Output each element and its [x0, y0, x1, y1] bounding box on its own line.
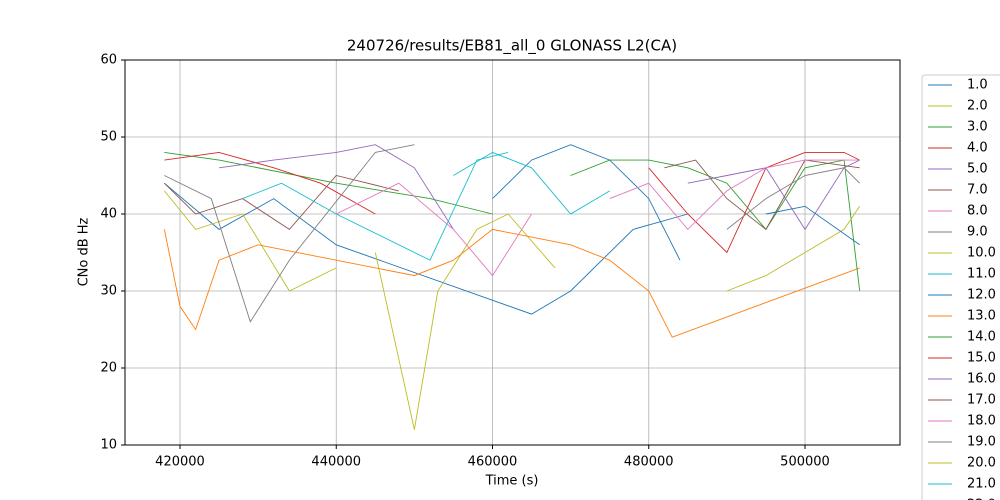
legend-box — [921, 74, 1000, 500]
legend-label: 4.0 — [967, 141, 988, 156]
legend-label: 22.0 — [967, 498, 996, 500]
series-line — [218, 144, 454, 230]
series-line — [726, 167, 861, 230]
y-axis-label: CNo dB Hz — [77, 217, 92, 286]
legend-label: 18.0 — [967, 414, 996, 429]
legend-label: 14.0 — [967, 330, 996, 345]
legend-label: 20.0 — [967, 456, 996, 471]
series-line — [164, 182, 688, 315]
legend-label: 5.0 — [967, 162, 988, 177]
legend-label: 12.0 — [967, 288, 996, 303]
y-tick-label: 30 — [100, 284, 117, 299]
x-tick-label: 460000 — [468, 455, 518, 470]
ticks: 420000 440000 460000 480000 500000 10 20 30 40 50… — [100, 53, 829, 470]
series-line — [687, 159, 860, 231]
plot-frame — [124, 59, 901, 446]
legend-label: 9.0 — [967, 225, 988, 240]
x-tick-label: 500000 — [780, 455, 830, 470]
series-line — [336, 182, 532, 277]
x-tick-label: 420000 — [155, 455, 205, 470]
y-tick-label: 20 — [100, 361, 117, 376]
legend-label: 8.0 — [967, 204, 988, 219]
series-line — [164, 151, 376, 215]
series-line — [164, 174, 399, 230]
series-line — [164, 190, 337, 292]
legend-label: 1.0 — [967, 78, 988, 93]
series-line — [726, 206, 861, 292]
series-line — [164, 151, 493, 215]
series-line — [453, 151, 610, 215]
legend-label: 15.0 — [967, 351, 996, 366]
x-tick-label: 440000 — [311, 455, 361, 470]
legend-label: 10.0 — [967, 246, 996, 261]
legend-label: 13.0 — [967, 309, 996, 324]
series-line — [492, 144, 681, 261]
series-line — [164, 144, 415, 323]
series-line — [609, 159, 860, 231]
x-tick-label: 480000 — [624, 455, 674, 470]
legend-label: 16.0 — [967, 372, 996, 387]
y-tick-label: 50 — [100, 130, 117, 145]
legend-label: 3.0 — [967, 120, 988, 135]
legend-label: 11.0 — [967, 267, 996, 282]
legend-label: 19.0 — [967, 435, 996, 450]
series-line — [163, 228, 860, 338]
plot-lines — [163, 144, 861, 430]
legend-label: 2.0 — [967, 99, 988, 114]
legend-label: 17.0 — [967, 393, 996, 408]
series-line — [374, 213, 556, 430]
legend-label: 21.0 — [967, 477, 996, 492]
series-line — [765, 205, 860, 246]
x-axis-label: Time (s) — [485, 474, 539, 489]
chart-title: 240726/results/EB81_all_0 GLONASS L2(CA) — [347, 37, 677, 56]
legend: 1.0 2.0 3.0 4.0 5.0 7.0 8.0 9.0 10.0 11.0 12.0 13.0… — [928, 78, 996, 500]
legend-label: 7.0 — [967, 183, 988, 198]
y-tick-label: 40 — [100, 207, 117, 222]
y-tick-label: 60 — [100, 53, 117, 68]
series-line — [570, 159, 861, 292]
y-tick-label: 10 — [100, 438, 117, 453]
